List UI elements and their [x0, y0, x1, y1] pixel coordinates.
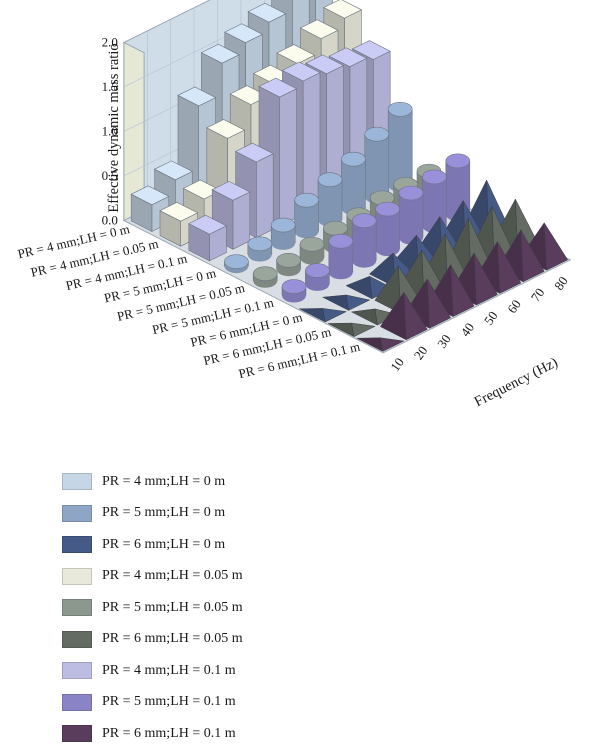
- bar-cylinder-4-60: [341, 151, 366, 216]
- legend-label: PR = 5 mm;LH = 0.05 m: [102, 599, 243, 615]
- bar-cylinder-6-40: [351, 213, 377, 268]
- bar-cylinder-4-50: [317, 172, 343, 227]
- bar-cylinder-4-20: [247, 236, 273, 262]
- frequency-tick-label: 30: [434, 332, 454, 351]
- bar-pyramid-7-20: [321, 294, 371, 311]
- legend-item: PR = 5 mm;LH = 0.1 m: [62, 687, 482, 719]
- legend-label: PR = 5 mm;LH = 0.1 m: [102, 694, 236, 710]
- frequency-tick-label: 60: [504, 297, 524, 316]
- z-axis-label: Effective dynamic mass ratio: [106, 43, 122, 212]
- bar-cylinder-4-40: [294, 192, 319, 239]
- legend-item: PR = 6 mm;LH = 0 m: [62, 529, 482, 561]
- frequency-tick-label: 50: [481, 308, 501, 327]
- z-tick-label: 0.0: [102, 212, 118, 227]
- legend-swatch: [62, 725, 92, 743]
- z-tick-label: 0.5: [102, 168, 118, 183]
- bar-cylinder-5-30: [299, 236, 325, 265]
- bar-pyramid-7-10: [299, 308, 348, 323]
- chart-marks: [130, 0, 569, 352]
- legend-item: PR = 4 mm;LH = 0 m: [62, 466, 482, 498]
- bar-cylinder-6-10: [281, 279, 307, 303]
- legend-label: PR = 5 mm;LH = 0 m: [102, 505, 226, 521]
- legend-item: PR = 6 mm;LH = 0.1 m: [62, 718, 482, 750]
- bar-box-3-10: [188, 214, 228, 262]
- bar-cylinder-4-70: [364, 126, 390, 204]
- bar-cylinder-4-30: [270, 217, 296, 250]
- legend-swatch: [62, 599, 92, 617]
- legend-swatch: [62, 504, 92, 522]
- frequency-tick-label: 10: [387, 355, 407, 374]
- frequency-tick-label: 80: [551, 274, 571, 293]
- bar-cylinder-4-10: [224, 254, 249, 274]
- legend-item: PR = 5 mm;LH = 0.05 m: [62, 592, 482, 624]
- z-tick-label: 1.5: [102, 79, 118, 94]
- legend-item: PR = 4 mm;LH = 0.05 m: [62, 561, 482, 593]
- series-axis-labels: PR = 4 mm;LH = 0 mPR = 4 mm;LH = 0.05 mP…: [16, 221, 361, 381]
- bar-pyramid-9-10: [356, 337, 405, 352]
- bar-cylinder-6-30: [328, 233, 354, 280]
- bar-cylinder-5-20: [276, 252, 301, 277]
- z-axis-ticks: 0.0 0.5 1.0 1.5 2.0: [102, 34, 118, 227]
- legend-label: PR = 6 mm;LH = 0.1 m: [102, 725, 236, 741]
- x-axis-label: Frequency (Hz): [472, 354, 561, 410]
- legend: PR = 4 mm;LH = 0 m PR = 5 mm;LH = 0 m PR =…: [62, 466, 482, 750]
- legend-swatch: [62, 473, 92, 491]
- bar-cylinder-6-60: [398, 185, 424, 245]
- legend-label: PR = 4 mm;LH = 0 m: [102, 473, 226, 489]
- legend-swatch: [62, 630, 92, 648]
- bar-pyramid-8-10: [327, 322, 376, 338]
- frequency-tick-label: 20: [411, 343, 431, 362]
- frequency-tick-label: 70: [528, 285, 548, 304]
- bar-cylinder-6-20: [305, 263, 330, 291]
- legend-item: PR = 6 mm;LH = 0.05 m: [62, 624, 482, 656]
- legend-item: PR = 4 mm;LH = 0.1 m: [62, 655, 482, 687]
- legend-label: PR = 6 mm;LH = 0 m: [102, 536, 226, 552]
- legend-swatch: [62, 662, 92, 680]
- z-tick-label: 2.0: [102, 34, 118, 49]
- frequency-tick-label: 40: [457, 320, 477, 339]
- bar-cylinder-5-10: [252, 266, 278, 288]
- legend-swatch: [62, 693, 92, 711]
- legend-label: PR = 4 mm;LH = 0.1 m: [102, 662, 236, 678]
- bar-cylinder-6-70: [422, 169, 447, 233]
- legend-swatch: [62, 567, 92, 585]
- legend-item: PR = 5 mm;LH = 0 m: [62, 498, 482, 530]
- legend-label: PR = 6 mm;LH = 0.05 m: [102, 631, 243, 647]
- bar-cylinder-6-50: [375, 201, 400, 257]
- legend-label: PR = 4 mm;LH = 0.05 m: [102, 568, 243, 584]
- chart-3d: 0.0 0.5 1.0 1.5 2.0 PR = 4 mm;LH = 0 mPR = 4…: [16, 0, 572, 410]
- legend-swatch: [62, 536, 92, 554]
- z-tick-label: 1.0: [102, 123, 118, 138]
- bar-pyramid-9-20: [379, 291, 428, 341]
